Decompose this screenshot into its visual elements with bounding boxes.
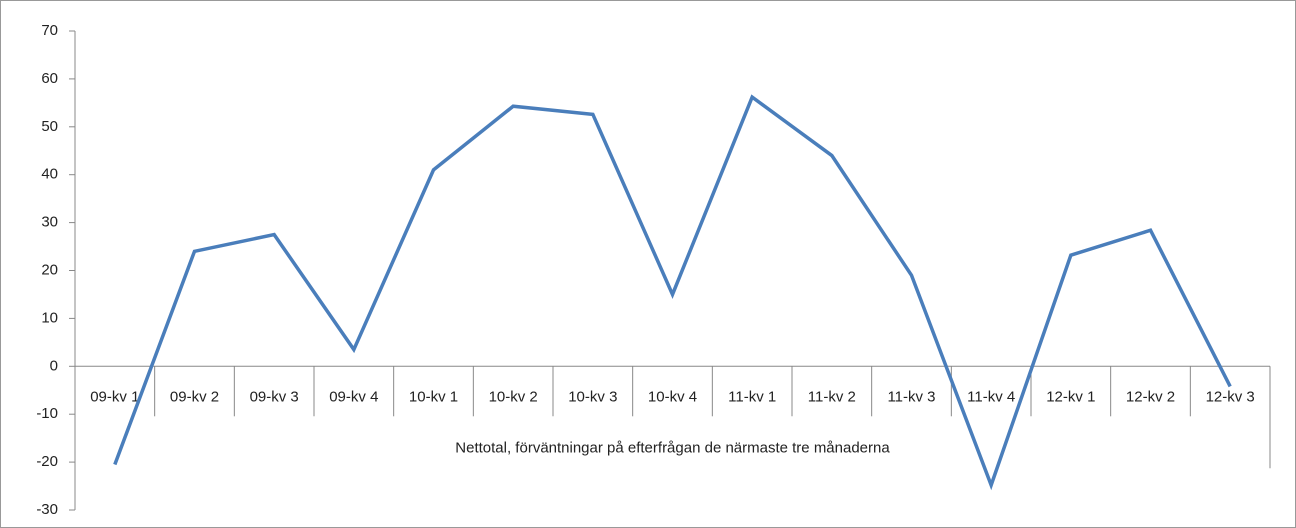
x-tick-label: 10-kv 4 (648, 388, 697, 405)
x-axis-label: Nettotal, förväntningar på efterfrågan d… (455, 439, 890, 456)
y-tick-label: -10 (36, 405, 58, 422)
x-tick-label: 11-kv 4 (967, 388, 1015, 405)
x-tick-label: 10-kv 3 (568, 388, 617, 405)
y-tick-label: -20 (36, 453, 58, 470)
y-tick-label: -30 (36, 501, 58, 518)
y-tick-label: 10 (41, 309, 58, 326)
x-tick-label: 09-kv 2 (170, 388, 219, 405)
series-line (113, 94, 1232, 491)
x-tick-label: 10-kv 2 (489, 388, 538, 405)
x-tick-label: 11-kv 2 (808, 388, 856, 405)
x-tick-label: 11-kv 1 (728, 388, 776, 405)
x-tick-label: 12-kv 1 (1046, 388, 1095, 405)
y-tick-label: 70 (41, 22, 58, 39)
x-tick-label: 10-kv 1 (409, 388, 458, 405)
y-tick-label: 30 (41, 214, 58, 231)
y-tick-label: 60 (41, 70, 58, 87)
x-tick-label: 09-kv 1 (90, 388, 139, 405)
y-tick-label: 40 (41, 166, 58, 183)
x-tick-label: 12-kv 3 (1206, 388, 1255, 405)
x-tick-label: 11-kv 3 (887, 388, 935, 405)
y-tick-label: 20 (41, 261, 58, 278)
x-tick-label: 12-kv 2 (1126, 388, 1175, 405)
x-tick-label: 09-kv 4 (329, 388, 378, 405)
y-tick-label: 50 (41, 118, 58, 135)
x-tick-label: 09-kv 3 (250, 388, 299, 405)
y-tick-label: 0 (50, 357, 58, 374)
